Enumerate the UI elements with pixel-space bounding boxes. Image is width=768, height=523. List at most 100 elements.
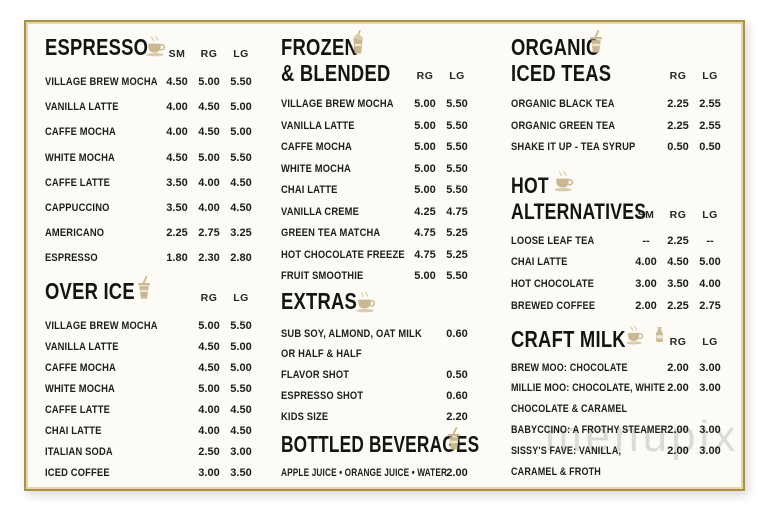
item-prices: 0.50 bbox=[441, 365, 473, 386]
item-price: 2.00 bbox=[667, 382, 689, 395]
item-price: 5.00 bbox=[230, 101, 252, 114]
item-price: 5.50 bbox=[230, 76, 252, 88]
item-prices: -- 2.25 -- bbox=[630, 231, 726, 252]
item-price: 2.30 bbox=[198, 252, 220, 265]
menu-item-row: APPLE JUICE • ORANGE JUICE • WATER 2.00 bbox=[281, 463, 473, 484]
item-name: CHAI LATTE bbox=[281, 184, 338, 196]
item-prices: 4.50 5.00 bbox=[193, 358, 257, 379]
section-header: ESPRESSO SM RG LG bbox=[45, 34, 257, 64]
item-name: BREW MOO: CHOCOLATE bbox=[511, 361, 628, 374]
menu-items: VILLAGE BREW MOCHA 5.00 5.50 VANILLA LATTE 5… bbox=[281, 94, 473, 288]
item-prices: 0.50 0.50 bbox=[662, 137, 726, 158]
item-prices: 4.50 5.00 5.50 bbox=[161, 72, 257, 93]
item-price: 0.50 bbox=[699, 141, 721, 153]
item-prices: 2.25 2.75 3.25 bbox=[161, 223, 257, 244]
item-price: 5.00 bbox=[699, 256, 721, 269]
size-column-label: RG bbox=[416, 70, 434, 82]
section-header: EXTRAS bbox=[281, 288, 473, 318]
menu-item-row: HOT CHOCOLATE FREEZE 4.75 5.25 bbox=[281, 245, 473, 267]
item-price: 4.75 bbox=[414, 248, 436, 261]
section-title: CRAFT MILK bbox=[511, 325, 626, 352]
item-price: 5.00 bbox=[198, 319, 220, 332]
menu-item-row: VANILLA LATTE 5.00 5.50 bbox=[281, 116, 473, 138]
item-price: 4.50 bbox=[230, 176, 252, 189]
item-name: APPLE JUICE • ORANGE JUICE • WATER bbox=[281, 467, 448, 480]
item-prices: 5.00 5.50 bbox=[193, 316, 257, 337]
item-price: 4.50 bbox=[198, 126, 220, 139]
item-prices: 5.00 5.50 bbox=[409, 137, 473, 158]
item-price: 2.00 bbox=[667, 424, 689, 437]
item-price: 4.50 bbox=[166, 76, 188, 88]
item-prices: 3.00 3.50 bbox=[193, 463, 257, 484]
item-price: 0.50 bbox=[667, 141, 689, 153]
section-icons bbox=[585, 30, 607, 54]
item-name: VANILLA LATTE bbox=[281, 119, 355, 132]
menu-item-row: CHAI LATTE 4.00 4.50 bbox=[45, 421, 257, 442]
item-price: 2.50 bbox=[198, 445, 220, 458]
menu-item-row: CHAI LATTE 4.00 4.50 5.00 bbox=[511, 252, 726, 274]
item-price: 4.50 bbox=[166, 151, 188, 164]
item-name: ESPRESSO SHOT bbox=[281, 389, 364, 402]
item-price: 2.75 bbox=[699, 299, 721, 312]
size-column-label: SM bbox=[168, 48, 186, 60]
item-price: -- bbox=[706, 234, 714, 247]
section-title: HOT ALTERNATIVES bbox=[511, 172, 647, 224]
item-prices: 4.00 4.50 bbox=[193, 400, 257, 421]
size-column-label: RG bbox=[200, 291, 218, 304]
item-price: 2.75 bbox=[198, 227, 220, 240]
item-price: 4.00 bbox=[198, 403, 220, 416]
item-name: GREEN TEA MATCHA bbox=[281, 227, 381, 239]
item-price: 4.25 bbox=[414, 205, 436, 218]
section-espresso: ESPRESSO SM RG LG VILLAGE BREW MOCHA 4.50 5.… bbox=[45, 34, 257, 274]
menu-item-row: CAPPUCCINO 3.50 4.00 4.50 bbox=[45, 198, 257, 223]
item-price: 5.00 bbox=[230, 340, 252, 353]
item-price: 3.50 bbox=[166, 201, 188, 214]
item-prices: 4.50 5.00 bbox=[193, 337, 257, 358]
item-price: 4.00 bbox=[198, 201, 220, 214]
item-price: 5.50 bbox=[230, 151, 252, 164]
item-prices: 4.25 4.75 bbox=[409, 202, 473, 223]
size-column-headers: SM RG LG bbox=[630, 209, 726, 221]
item-price: 5.00 bbox=[230, 126, 252, 139]
item-price: 5.00 bbox=[230, 361, 252, 374]
item-price: 3.50 bbox=[166, 176, 188, 189]
size-column-label: RG bbox=[669, 208, 687, 221]
item-price: 4.00 bbox=[635, 256, 657, 269]
item-name: VANILLA LATTE bbox=[45, 340, 119, 353]
size-column-label: LG bbox=[702, 70, 718, 82]
item-name: CAPPUCCINO bbox=[45, 201, 110, 214]
section-title: OVER ICE bbox=[45, 277, 135, 304]
item-price: 3.00 bbox=[699, 424, 721, 437]
item-price: 2.80 bbox=[230, 252, 252, 265]
item-price: 3.50 bbox=[230, 466, 252, 479]
size-column-label: RG bbox=[669, 335, 687, 348]
item-prices: 5.00 5.50 bbox=[193, 379, 257, 400]
item-name: CHAI LATTE bbox=[45, 424, 102, 437]
size-column-label: LG bbox=[233, 48, 249, 60]
menu-item-row: BABYCCINO: A FROTHY STEAMER 2.00 3.00 bbox=[511, 420, 726, 441]
menu-item-row: VILLAGE BREW MOCHA 5.00 5.50 bbox=[45, 316, 257, 337]
gold-frame bbox=[24, 20, 745, 491]
item-prices: 1.80 2.30 2.80 bbox=[161, 248, 257, 269]
coffee-cup-icon bbox=[553, 170, 574, 192]
menu-item-row: VILLAGE BREW MOCHA 4.50 5.00 5.50 bbox=[45, 72, 257, 97]
item-price: 2.25 bbox=[667, 234, 689, 247]
menu-item-row: SHAKE IT UP - TEA SYRUP 0.50 0.50 bbox=[511, 137, 726, 159]
item-name: BABYCCINO: A FROTHY STEAMER bbox=[511, 424, 668, 437]
menu-item-row: AMERICANO 2.25 2.75 3.25 bbox=[45, 223, 257, 248]
section-extras: EXTRAS SUB SOY, ALMOND, OAT MILK OR HALF… bbox=[281, 288, 473, 428]
item-price: 1.80 bbox=[166, 252, 188, 265]
item-prices: 4.00 4.50 5.00 bbox=[630, 252, 726, 273]
section-icons bbox=[353, 291, 378, 313]
menu-column-left: ESPRESSO SM RG LG VILLAGE BREW MOCHA 4.50 5.… bbox=[45, 34, 257, 484]
menu-item-row: FLAVOR SHOT 0.50 bbox=[281, 365, 473, 386]
item-name: CAFFE LATTE bbox=[45, 403, 111, 416]
section-bottled-beverages: BOTTLED BEVERAGES APPLE JUICE • ORANGE J… bbox=[281, 427, 479, 484]
section-header: ORGANIC ICED TEAS RG LG bbox=[511, 30, 726, 86]
item-price: 3.00 bbox=[699, 444, 721, 457]
item-price: 3.00 bbox=[635, 278, 657, 291]
item-price: 5.25 bbox=[446, 227, 468, 239]
size-column-label: RG bbox=[200, 48, 218, 60]
item-price: 5.25 bbox=[446, 248, 468, 261]
